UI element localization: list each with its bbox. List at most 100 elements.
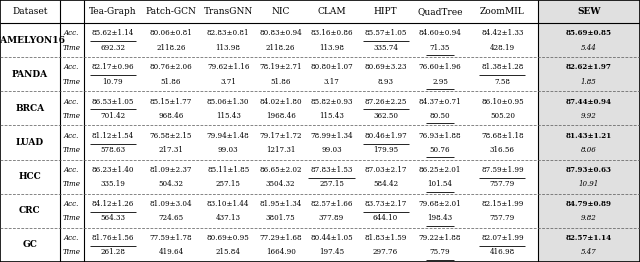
Text: 2118.26: 2118.26 bbox=[156, 44, 186, 52]
Text: 80.06±0.81: 80.06±0.81 bbox=[150, 29, 192, 37]
Text: 179.95: 179.95 bbox=[373, 146, 398, 154]
Text: 81.09±2.37: 81.09±2.37 bbox=[150, 166, 192, 174]
Text: 99.03: 99.03 bbox=[218, 146, 239, 154]
Text: Acc.: Acc. bbox=[64, 234, 79, 242]
Text: 77.29±1.68: 77.29±1.68 bbox=[259, 234, 302, 242]
Text: 724.65: 724.65 bbox=[158, 214, 184, 222]
Text: Time: Time bbox=[63, 78, 81, 86]
Text: 80.69±0.95: 80.69±0.95 bbox=[207, 234, 250, 242]
Text: 82.17±0.96: 82.17±0.96 bbox=[92, 63, 134, 72]
Text: 564.33: 564.33 bbox=[100, 214, 125, 222]
Text: 692.32: 692.32 bbox=[100, 44, 125, 52]
Text: 81.95±1.34: 81.95±1.34 bbox=[259, 200, 302, 208]
Text: 82.62±1.97: 82.62±1.97 bbox=[566, 63, 612, 72]
Text: 79.17±1.72: 79.17±1.72 bbox=[259, 132, 302, 140]
Text: 9.82: 9.82 bbox=[581, 214, 596, 222]
Text: PANDA: PANDA bbox=[12, 70, 48, 79]
Text: 87.03±2.17: 87.03±2.17 bbox=[364, 166, 407, 174]
Text: 82.15±1.99: 82.15±1.99 bbox=[481, 200, 524, 208]
Text: BRCA: BRCA bbox=[15, 104, 44, 113]
Text: 86.65±2.02: 86.65±2.02 bbox=[259, 166, 302, 174]
Text: 85.82±0.93: 85.82±0.93 bbox=[310, 97, 353, 106]
Text: 10.79: 10.79 bbox=[102, 78, 124, 86]
Text: 362.50: 362.50 bbox=[373, 112, 398, 120]
Text: 81.76±1.56: 81.76±1.56 bbox=[92, 234, 134, 242]
Text: 81.38±1.28: 81.38±1.28 bbox=[481, 63, 524, 72]
Text: 82.07±1.99: 82.07±1.99 bbox=[481, 234, 524, 242]
Text: 215.84: 215.84 bbox=[216, 248, 241, 256]
Text: CAMELYON16: CAMELYON16 bbox=[0, 36, 66, 45]
Text: 79.94±1.48: 79.94±1.48 bbox=[207, 132, 250, 140]
Text: 87.26±2.25: 87.26±2.25 bbox=[364, 97, 407, 106]
Text: QuadTree: QuadTree bbox=[417, 7, 463, 16]
Text: 76.60±1.96: 76.60±1.96 bbox=[419, 63, 461, 72]
Text: 87.83±1.53: 87.83±1.53 bbox=[310, 166, 353, 174]
Text: Time: Time bbox=[63, 112, 81, 120]
Text: 377.89: 377.89 bbox=[319, 214, 344, 222]
Text: 644.10: 644.10 bbox=[373, 214, 398, 222]
Text: 578.63: 578.63 bbox=[100, 146, 125, 154]
Text: 1664.90: 1664.90 bbox=[266, 248, 296, 256]
Text: 83.16±0.86: 83.16±0.86 bbox=[310, 29, 353, 37]
Text: 80.44±1.05: 80.44±1.05 bbox=[310, 234, 353, 242]
Text: 2118.26: 2118.26 bbox=[266, 44, 296, 52]
Text: 85.15±1.77: 85.15±1.77 bbox=[150, 97, 192, 106]
Text: GC: GC bbox=[22, 241, 37, 249]
Text: 101.54: 101.54 bbox=[428, 180, 452, 188]
Text: Acc.: Acc. bbox=[64, 166, 79, 174]
Text: 84.02±1.80: 84.02±1.80 bbox=[259, 97, 302, 106]
Text: 85.57±1.05: 85.57±1.05 bbox=[364, 29, 407, 37]
Text: 261.28: 261.28 bbox=[100, 248, 125, 256]
Text: Acc.: Acc. bbox=[64, 97, 79, 106]
Text: 113.98: 113.98 bbox=[319, 44, 344, 52]
Text: 85.69±0.85: 85.69±0.85 bbox=[566, 29, 612, 37]
Text: 115.43: 115.43 bbox=[216, 112, 241, 120]
Text: 84.60±0.94: 84.60±0.94 bbox=[419, 29, 461, 37]
Text: 83.73±2.17: 83.73±2.17 bbox=[364, 200, 407, 208]
Text: 99.03: 99.03 bbox=[321, 146, 342, 154]
Text: 8.93: 8.93 bbox=[378, 78, 394, 86]
Text: 7.58: 7.58 bbox=[494, 78, 511, 86]
Text: 78.68±1.18: 78.68±1.18 bbox=[481, 132, 524, 140]
Text: 8.06: 8.06 bbox=[581, 146, 596, 154]
Text: 77.59±1.78: 77.59±1.78 bbox=[150, 234, 192, 242]
Text: 437.13: 437.13 bbox=[216, 214, 241, 222]
Text: 80.69±3.23: 80.69±3.23 bbox=[364, 63, 407, 72]
Text: 76.58±2.15: 76.58±2.15 bbox=[150, 132, 192, 140]
Text: TransGNN: TransGNN bbox=[204, 7, 253, 16]
Text: 80.83±0.94: 80.83±0.94 bbox=[259, 29, 302, 37]
Text: 257.15: 257.15 bbox=[216, 180, 241, 188]
Text: Patch-GCN: Patch-GCN bbox=[145, 7, 196, 16]
Text: 82.83±0.81: 82.83±0.81 bbox=[207, 29, 250, 37]
Text: 3504.32: 3504.32 bbox=[266, 180, 296, 188]
Text: 71.35: 71.35 bbox=[430, 44, 450, 52]
Text: 113.98: 113.98 bbox=[216, 44, 241, 52]
Text: 505.20: 505.20 bbox=[490, 112, 515, 120]
Text: 79.62±1.16: 79.62±1.16 bbox=[207, 63, 250, 72]
Text: 51.86: 51.86 bbox=[161, 78, 181, 86]
Text: 10.91: 10.91 bbox=[579, 180, 599, 188]
Text: HIPT: HIPT bbox=[374, 7, 397, 16]
Text: Acc.: Acc. bbox=[64, 29, 79, 37]
Text: 197.45: 197.45 bbox=[319, 248, 344, 256]
Text: 757.79: 757.79 bbox=[490, 180, 515, 188]
Text: 80.76±2.06: 80.76±2.06 bbox=[150, 63, 192, 72]
Text: 50.76: 50.76 bbox=[429, 146, 451, 154]
Text: 504.32: 504.32 bbox=[158, 180, 184, 188]
Text: 9.92: 9.92 bbox=[581, 112, 596, 120]
Text: 76.93±1.88: 76.93±1.88 bbox=[419, 132, 461, 140]
Text: 85.11±1.85: 85.11±1.85 bbox=[207, 166, 250, 174]
Text: 335.19: 335.19 bbox=[100, 180, 125, 188]
Text: 1.85: 1.85 bbox=[581, 78, 596, 86]
Text: Time: Time bbox=[63, 44, 81, 52]
Text: 51.86: 51.86 bbox=[270, 78, 291, 86]
Text: 257.15: 257.15 bbox=[319, 180, 344, 188]
Text: 82.57±1.14: 82.57±1.14 bbox=[566, 234, 612, 242]
Text: 87.59±1.99: 87.59±1.99 bbox=[481, 166, 524, 174]
Text: 3801.75: 3801.75 bbox=[266, 214, 296, 222]
Text: 757.79: 757.79 bbox=[490, 214, 515, 222]
Text: 3.71: 3.71 bbox=[220, 78, 236, 86]
Text: 86.53±1.05: 86.53±1.05 bbox=[92, 97, 134, 106]
Text: 5.44: 5.44 bbox=[581, 44, 596, 52]
Text: Tea-Graph: Tea-Graph bbox=[89, 7, 137, 16]
